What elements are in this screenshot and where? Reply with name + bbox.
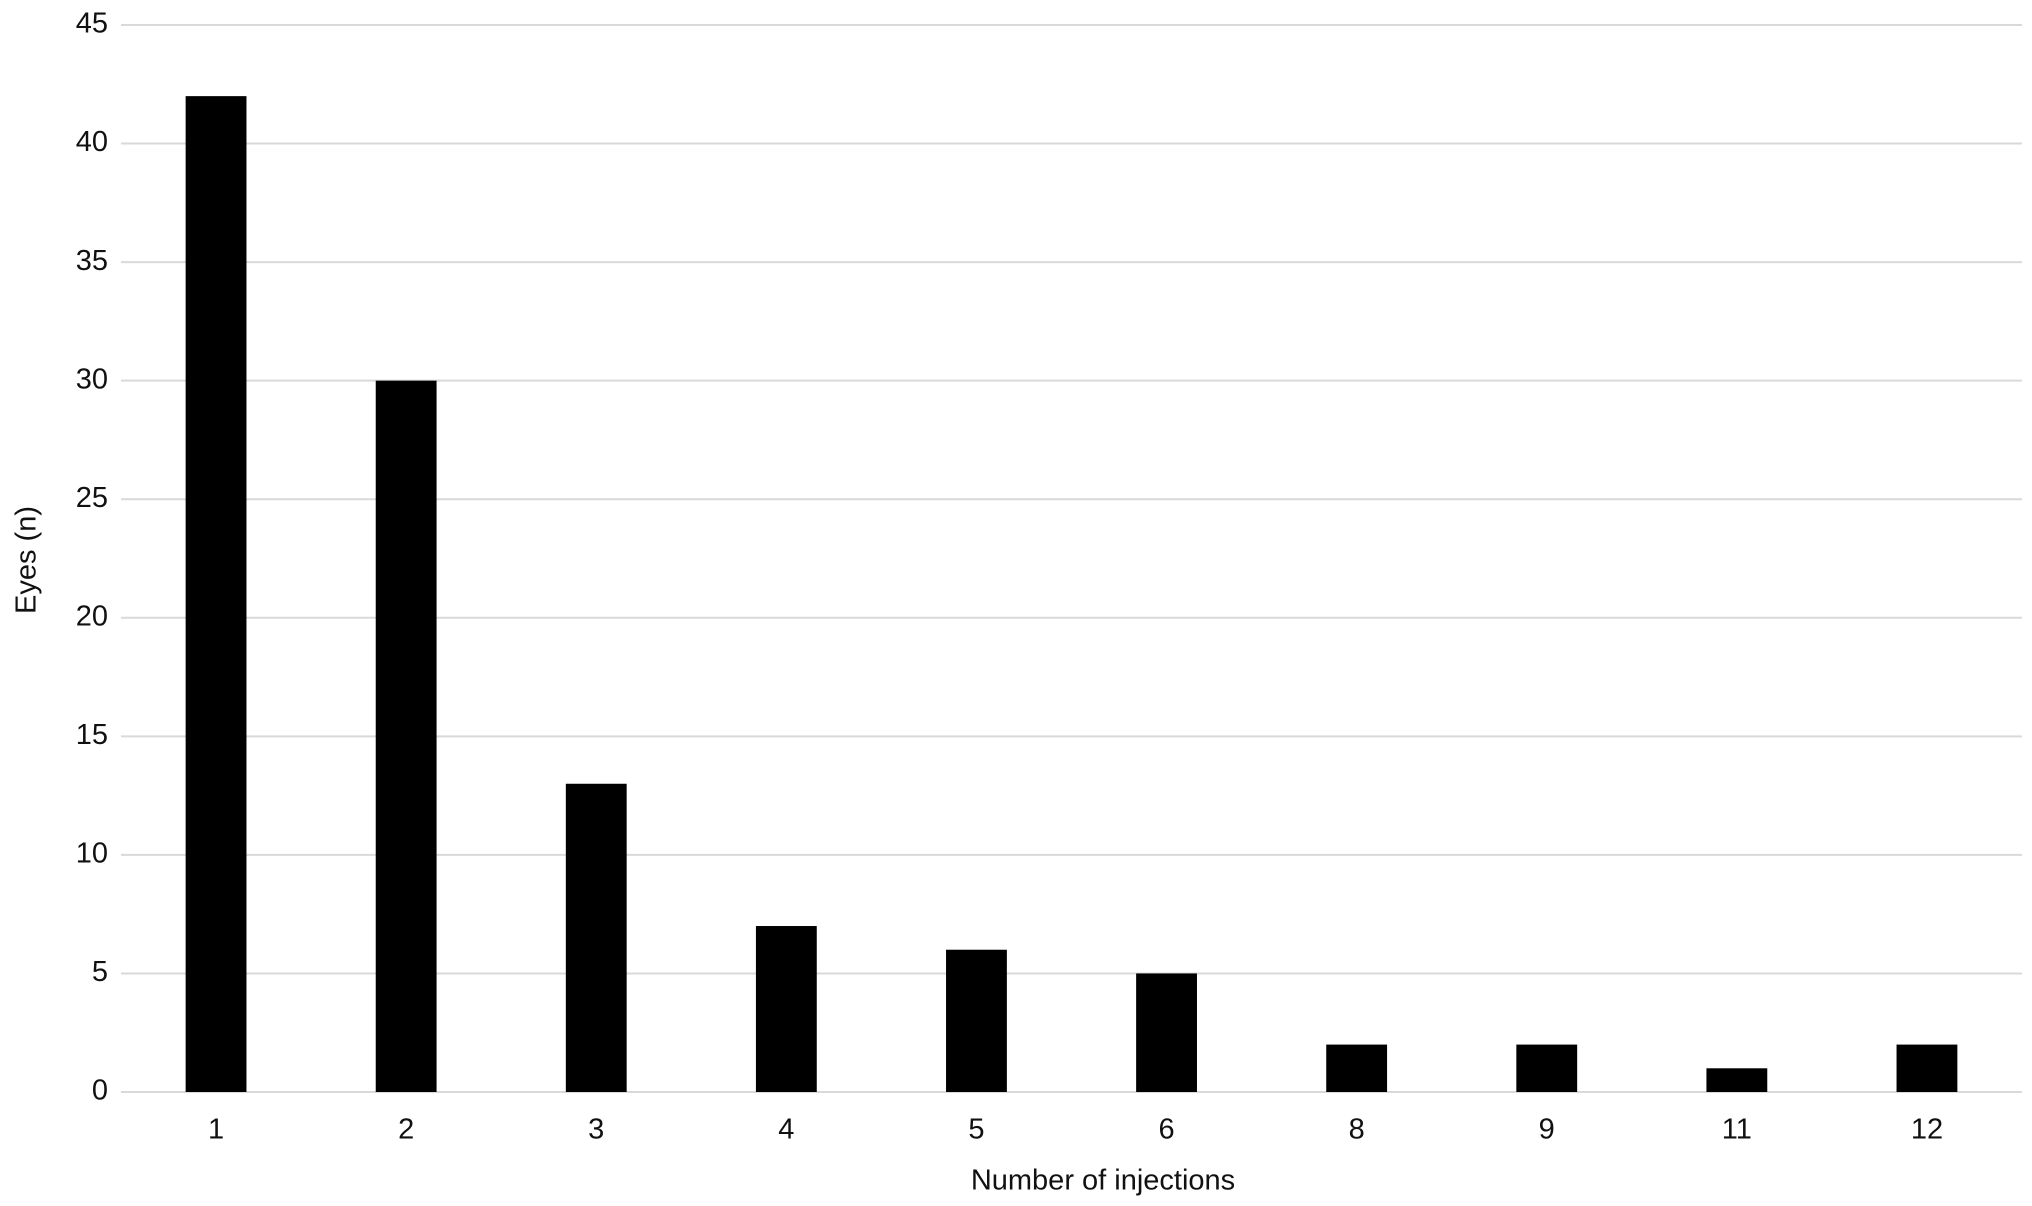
bar <box>946 949 1007 1092</box>
bar <box>1706 1068 1768 1092</box>
y-axis-label: Eyes (n) <box>11 506 43 614</box>
bar <box>565 783 627 1092</box>
bar <box>755 926 817 1092</box>
y-tick-label: 25 <box>76 482 108 514</box>
x-tick-label: 3 <box>588 1114 604 1146</box>
x-tick-label: 5 <box>968 1114 984 1146</box>
y-tick-label: 20 <box>76 600 108 632</box>
y-tick-label: 10 <box>76 838 108 870</box>
y-tick-label: 0 <box>92 1075 108 1107</box>
x-tick-label: 12 <box>1911 1114 1943 1146</box>
y-tick-label: 5 <box>92 956 108 988</box>
bar <box>185 96 247 1093</box>
y-tick-label: 45 <box>76 8 108 40</box>
bar <box>1136 973 1197 1092</box>
bar <box>1896 1044 1958 1092</box>
x-tick-label: 1 <box>208 1114 224 1146</box>
bar <box>1326 1044 1388 1092</box>
y-tick-label: 35 <box>76 245 108 277</box>
x-tick-label: 2 <box>398 1114 414 1146</box>
x-tick-label: 6 <box>1158 1114 1174 1146</box>
x-tick-label: 9 <box>1539 1114 1555 1146</box>
x-tick-label: 8 <box>1349 1114 1365 1146</box>
x-tick-label: 11 <box>1722 1114 1752 1146</box>
bar <box>375 380 437 1093</box>
y-tick-label: 30 <box>76 363 108 395</box>
x-tick-label: 4 <box>778 1114 794 1146</box>
y-tick-label: 40 <box>76 126 108 158</box>
bar <box>1516 1044 1578 1092</box>
y-tick-label: 15 <box>76 719 108 751</box>
x-axis-label: Number of injections <box>971 1165 1235 1197</box>
